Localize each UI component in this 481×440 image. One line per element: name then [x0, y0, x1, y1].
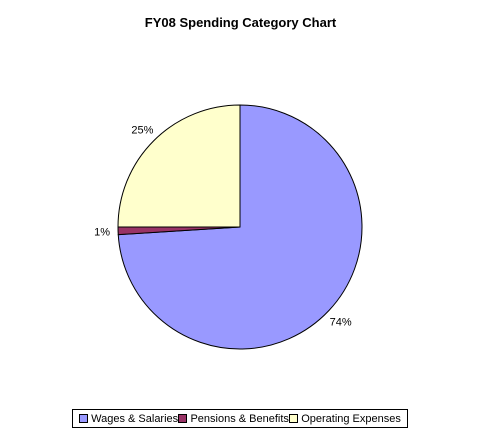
legend-item-pensions: Pensions & Benefits — [178, 412, 289, 425]
pie-slice-operating — [117, 104, 241, 228]
chart-title: FY08 Spending Category Chart — [144, 15, 337, 30]
legend-label-operating: Operating Expenses — [301, 412, 401, 425]
pie-label-pensions: 1% — [94, 226, 110, 238]
legend-label-wages: Wages & Salaries — [91, 412, 179, 425]
pie-chart: 74% 1% 25% — [94, 104, 363, 350]
legend: Wages & Salaries Pensions & Benefits Ope… — [72, 409, 408, 428]
legend-item-operating: Operating Expenses — [289, 413, 401, 425]
legend-swatch-pensions — [178, 414, 188, 423]
legend-label-pensions: Pensions & Benefits — [190, 412, 289, 425]
legend-swatch-operating — [289, 414, 299, 423]
pie-label-operating: 25% — [131, 124, 153, 136]
legend-item-wages: Wages & Salaries — [79, 413, 178, 425]
legend-swatch-wages — [79, 414, 89, 423]
pie-label-wages: 74% — [330, 316, 352, 328]
